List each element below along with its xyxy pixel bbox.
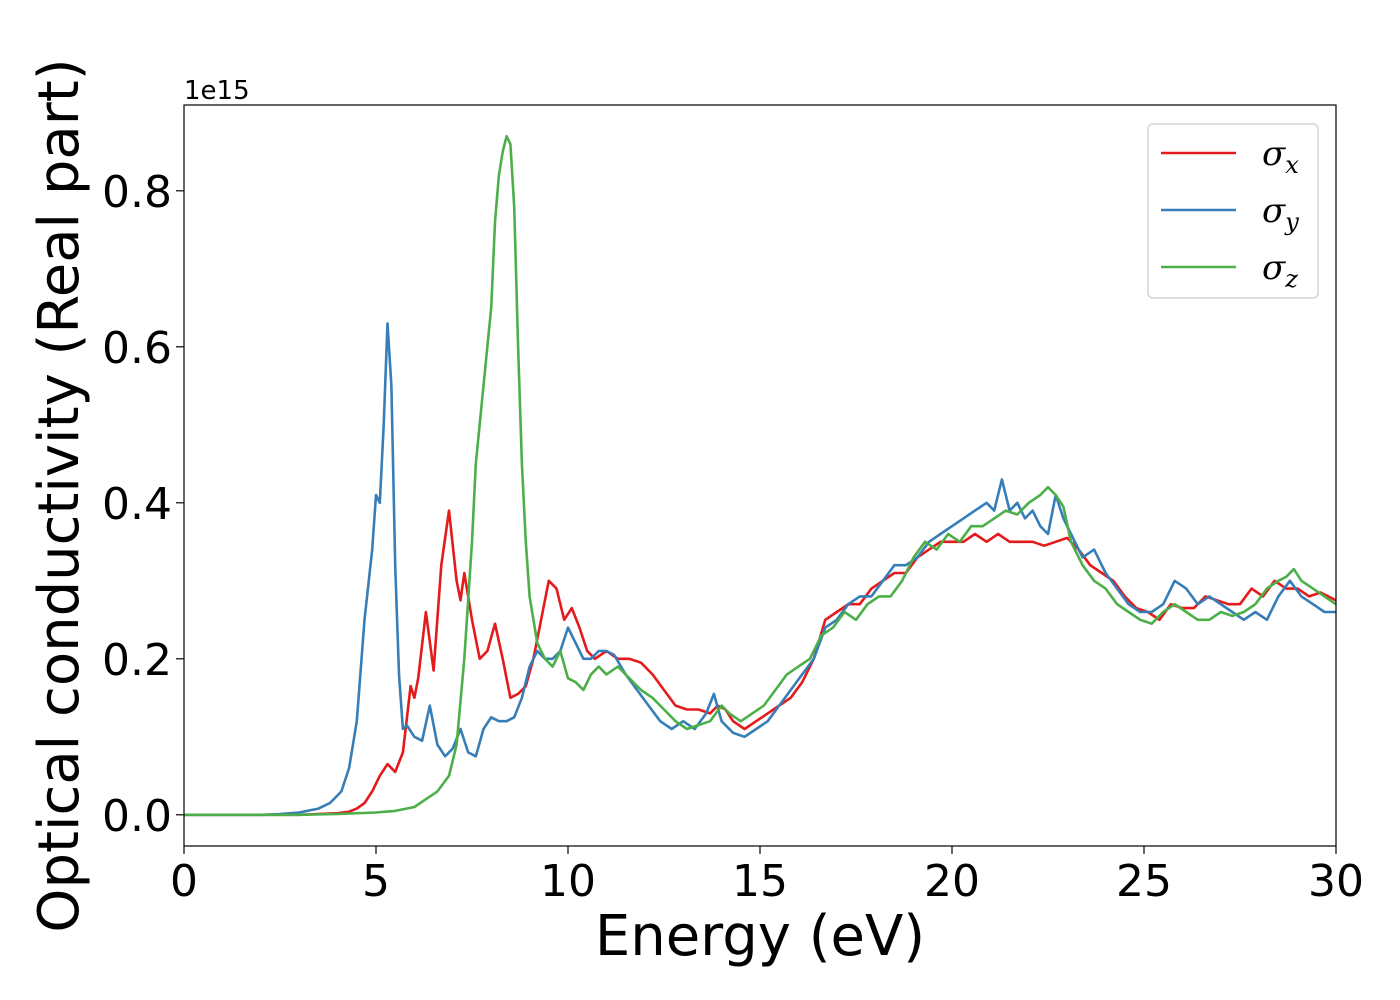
x-axis: 0 5 10 15 20 25 30: [170, 846, 1364, 907]
x-tick-label: 10: [540, 856, 596, 907]
x-tick-label: 25: [1116, 856, 1172, 907]
y-tick-label: 0.4: [102, 479, 172, 530]
y-tick-label: 0.8: [102, 167, 172, 218]
y-axis: 0.0 0.2 0.4 0.6 0.8: [102, 167, 184, 842]
x-tick-label: 5: [362, 856, 390, 907]
series-line-x: [184, 509, 1336, 817]
legend: σx σy σz: [1147, 123, 1319, 299]
y-tick-label: 0.6: [102, 323, 172, 374]
x-axis-label: Energy (eV): [595, 904, 925, 969]
x-tick-label: 30: [1308, 856, 1364, 907]
x-tick-label: 0: [170, 856, 198, 907]
y-axis-label: Optical conductivity (Real part): [27, 58, 92, 932]
legend-label-z: σz: [1262, 248, 1298, 293]
legend-label-x: σx: [1262, 134, 1299, 179]
y-tick-label: 0.0: [102, 791, 172, 842]
legend-label-y: σy: [1262, 191, 1299, 236]
y-offset-label: 1e15: [184, 76, 250, 106]
plot-area: [184, 134, 1336, 817]
x-tick-label: 15: [732, 856, 788, 907]
series-line-y: [184, 322, 1336, 817]
x-tick-label: 20: [924, 856, 980, 907]
y-tick-label: 0.2: [102, 635, 172, 686]
series-line-z: [184, 134, 1336, 817]
